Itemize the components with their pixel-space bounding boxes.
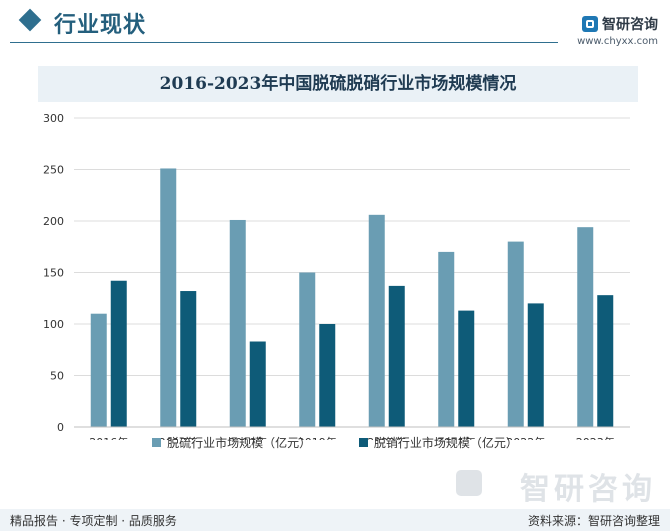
x-tick-label: 2017年 <box>159 435 198 440</box>
brand-name: 智研咨询 <box>602 17 658 33</box>
y-tick-label: 50 <box>50 370 64 383</box>
header: 行业现状 智研咨询 www.chyxx.com <box>0 0 670 47</box>
diamond-icon <box>18 8 42 32</box>
chart-title: 2016-2023年中国脱硫脱硝行业市场规模情况 <box>159 74 517 94</box>
legend: 脱硫行业市场规模（亿元） 脱销行业市场规模（亿元） <box>0 434 670 451</box>
bar-series-1 <box>299 272 316 427</box>
x-tick-label: 2018年 <box>228 435 267 440</box>
bar-series-1 <box>577 227 594 427</box>
legend-swatch-denitrification <box>358 438 368 447</box>
bar-series-2 <box>388 285 405 427</box>
bar-series-2 <box>110 280 127 427</box>
bar-series-2 <box>527 303 544 427</box>
bar-series-1 <box>368 214 385 427</box>
brand[interactable]: 智研咨询 www.chyxx.com <box>577 14 658 47</box>
y-tick-label: 250 <box>43 164 64 177</box>
watermark-logo-icon <box>456 470 482 496</box>
bar-series-1 <box>229 219 246 427</box>
footer: 精品报告 · 专项定制 · 品质服务 资料来源：智研咨询整理 <box>0 509 670 531</box>
legend-item-desulfurization: 脱硫行业市场规模（亿元） <box>152 434 311 451</box>
x-tick-label: 2022年 <box>506 435 545 440</box>
footer-tagline: 精品报告 · 专项定制 · 品质服务 <box>10 514 177 528</box>
header-divider <box>10 42 558 43</box>
legend-swatch-desulfurization <box>152 438 162 447</box>
bar-series-2 <box>458 310 475 427</box>
bar-series-2 <box>180 291 197 427</box>
x-tick-label: 2020年 <box>367 435 406 440</box>
x-tick-label: 2023年 <box>576 435 615 440</box>
watermark-text: 智研咨询 <box>520 472 656 507</box>
y-tick-label: 100 <box>43 318 64 331</box>
brand-logo-icon <box>582 16 598 32</box>
bar-series-1 <box>438 251 455 427</box>
bar-series-2 <box>597 295 614 427</box>
bar-series-2 <box>249 341 266 427</box>
x-tick-label: 2019年 <box>298 435 337 440</box>
legend-item-denitrification: 脱销行业市场规模（亿元） <box>358 434 518 451</box>
footer-source: 资料来源：智研咨询整理 <box>527 514 660 528</box>
bar-series-1 <box>160 168 177 427</box>
bar-series-2 <box>319 324 336 427</box>
y-tick-label: 0 <box>57 421 64 434</box>
chart-title-band: 2016-2023年中国脱硫脱硝行业市场规模情况 <box>38 66 638 102</box>
y-tick-label: 200 <box>43 215 64 228</box>
bar-chart: 0 50 100 150 200 250 300 2016年 2017年 2018年 2019年 20… <box>43 112 630 440</box>
bar-series-1 <box>90 313 107 427</box>
section-title: 行业现状 <box>54 13 147 38</box>
brand-url[interactable]: www.chyxx.com <box>577 36 658 47</box>
x-tick-label: 2016年 <box>89 435 128 440</box>
x-tick-label: 2021年 <box>437 435 476 440</box>
bar-series-1 <box>507 241 524 427</box>
y-tick-label: 300 <box>43 112 64 125</box>
y-tick-label: 150 <box>43 267 64 280</box>
legend-label-desulfurization: 脱硫行业市场规模（亿元） <box>167 436 312 450</box>
legend-label-denitrification: 脱销行业市场规模（亿元） <box>373 436 518 450</box>
